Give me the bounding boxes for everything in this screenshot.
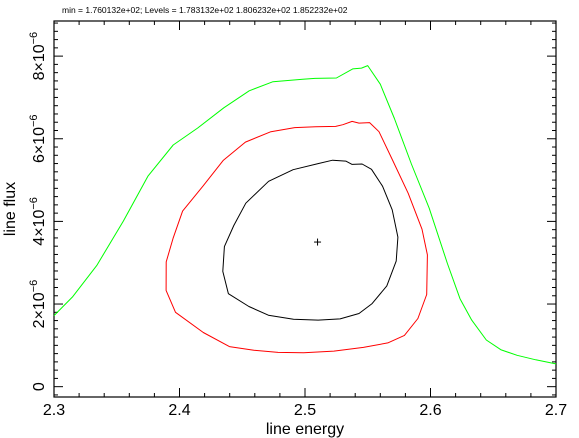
contour-lines [53,65,557,365]
x-tick-labels: 2.3 2.4 2.5 2.6 2.7 [43,402,567,419]
y-tick-label: 8×10−6 [28,32,48,81]
y-tick-label: 4×10−6 [28,197,48,246]
x-axis-title: line energy [266,421,344,438]
x-tick-label: 2.3 [43,402,65,419]
best-fit-marker [314,238,322,246]
contour-line-2 [165,120,428,354]
y-tick-label: 2×10−6 [28,280,48,329]
x-tick-label: 2.4 [168,402,190,419]
axis-ticks [53,21,557,397]
x-tick-label: 2.5 [294,402,316,419]
x-tick-label: 2.7 [545,402,567,419]
y-axis-title: line flux [2,182,19,236]
x-tick-label: 2.6 [419,402,441,419]
contour-line-1 [222,159,399,321]
y-tick-labels: 0 2×10−6 4×10−6 6×10−6 8×10−6 [28,32,48,391]
contour-line-3 [53,65,557,365]
y-tick-label: 0 [31,382,48,391]
plot-frame [53,20,557,398]
chart-title: min = 1.760132e+02; Levels = 1.783132e+0… [62,5,348,15]
y-tick-label: 6×10−6 [28,114,48,163]
